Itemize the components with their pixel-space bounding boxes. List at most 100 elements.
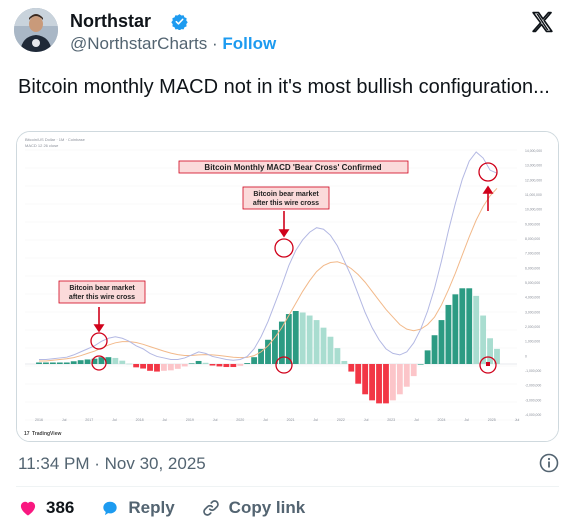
y-tick-label: -1,000,000 [525, 369, 541, 373]
reply-button[interactable]: Reply [100, 498, 175, 518]
x-tick-label: 2020 [236, 418, 244, 422]
histogram-bar [237, 364, 244, 366]
zero-circle-2021 [275, 356, 293, 374]
svg-text:TradingView: TradingView [32, 431, 61, 437]
histogram-bar [341, 360, 348, 364]
histogram-bar [355, 364, 362, 384]
y-tick-label: 11,000,000 [525, 193, 542, 197]
current-bar-marker [486, 362, 490, 366]
handle-row: @NorthstarCharts · Follow [70, 34, 276, 54]
x-tick-label: 2018 [136, 418, 144, 422]
histogram-bar [306, 315, 313, 364]
histogram-bar [244, 363, 251, 364]
histogram-bar [84, 359, 91, 364]
info-icon[interactable] [539, 453, 559, 473]
tweet-media-chart[interactable]: Bitcoin/US Dollar · 1M · Coinbase MACD 1… [16, 131, 559, 442]
like-button[interactable]: 386 [18, 498, 74, 518]
histogram-bar [327, 336, 334, 364]
axis-labels: 2016 Jul 2017 Jul 2018 Jul 2019 Jul 2020 Jul 2021 J… [35, 418, 519, 422]
x-tick-label: 2016 [35, 418, 43, 422]
follow-button[interactable]: Follow [222, 34, 277, 53]
x-tick-label: 2021 [287, 418, 295, 422]
macd-chart: Bitcoin/US Dollar · 1M · Coinbase MACD 1… [17, 132, 558, 441]
author-name[interactable]: Northstar [70, 11, 152, 31]
histogram-bar [438, 320, 445, 364]
histogram-bar [112, 357, 119, 364]
histogram-bar [313, 320, 320, 364]
callout-mid-line1: Bitcoin bear market [253, 191, 319, 198]
y-tick-label: 1,000,000 [525, 340, 540, 344]
histogram-bar [299, 312, 306, 364]
macd-line [39, 151, 498, 361]
heart-icon [20, 501, 36, 516]
histogram-bar [49, 362, 56, 364]
histogram-bar [43, 362, 49, 364]
histogram-bar [181, 364, 188, 367]
x-tick-label: 2023 [387, 418, 395, 422]
histogram-bar [362, 364, 369, 395]
histogram-bar [230, 364, 237, 368]
histogram-bar [424, 350, 431, 364]
histogram-bar [105, 357, 112, 364]
y-tick-label: -2,000,000 [525, 384, 541, 388]
avatar[interactable] [14, 8, 58, 52]
author-handle[interactable]: @NorthstarCharts [70, 34, 208, 53]
histogram-bar [334, 348, 341, 364]
zero-circle-2025 [479, 356, 497, 374]
histogram-bar [480, 315, 487, 364]
x-tick-label: Jul [464, 418, 469, 422]
y-tick-label: 14,000,000 [525, 149, 542, 153]
y-tick-label: 12,000,000 [525, 178, 542, 182]
y-tick-label: 2,000,000 [525, 325, 540, 329]
histogram-bar [348, 364, 355, 372]
histogram-bar [383, 364, 389, 404]
x-tick-label: 2024 [438, 418, 446, 422]
histogram-bar [174, 364, 181, 369]
histogram-bar [63, 362, 70, 364]
callout-main: Bitcoin Monthly MACD 'Bear Cross' Confir… [178, 160, 409, 174]
histogram-bar [452, 294, 459, 364]
histogram-bar [272, 329, 278, 364]
y-tick-label: -4,000,000 [525, 413, 541, 417]
histogram-bar [160, 364, 167, 371]
x-tick-label: Jul [414, 418, 419, 422]
histogram-bar [70, 361, 77, 364]
link-icon [202, 500, 219, 516]
callout-left-line2: after this wire cross [69, 294, 135, 301]
x-tick-label: 2019 [186, 418, 194, 422]
y-tick-label: 6,000,000 [525, 266, 540, 270]
histogram-bar [494, 348, 500, 364]
histogram-bar [369, 364, 376, 401]
histogram-bar [431, 335, 438, 364]
x-tick-label: Jul [162, 418, 167, 422]
x-tick-label: 2022 [337, 418, 345, 422]
y-tick-label: 0 [525, 354, 527, 358]
reply-label: Reply [128, 498, 175, 517]
divider [16, 486, 559, 487]
x-logo-icon[interactable] [530, 10, 555, 35]
y-tick-label: 5,000,000 [525, 281, 540, 285]
histogram-bar [188, 363, 195, 364]
cross-circle-2025 [478, 162, 498, 182]
histogram-bar [98, 357, 105, 364]
cross-circle-2021 [274, 238, 294, 258]
x-tick-label: Jul [364, 418, 369, 422]
annotation-arrows [93, 185, 494, 333]
histogram-bar [445, 304, 452, 364]
y-tick-label: 8,000,000 [525, 237, 540, 241]
copy-link-label: Copy link [228, 498, 306, 517]
x-tick-label: Jul [62, 418, 67, 422]
histogram-bar [285, 314, 292, 364]
histogram-bar [410, 364, 417, 377]
chart-header-1: Bitcoin/US Dollar · 1M · Coinbase [25, 137, 86, 142]
histogram-bar [403, 364, 410, 387]
handle-separator: · [211, 34, 218, 53]
copy-link-button[interactable]: Copy link [201, 498, 306, 518]
histogram-bar [389, 364, 396, 401]
cross-circle-2017 [90, 332, 108, 350]
tweet-timestamp[interactable]: 11:34 PM · Nov 30, 2025 [18, 454, 206, 473]
tradingview-watermark: 17 TradingView [24, 431, 61, 437]
x-tick-label: Jul [515, 418, 520, 422]
histogram-bar [223, 364, 230, 368]
histogram-bar [487, 338, 493, 364]
